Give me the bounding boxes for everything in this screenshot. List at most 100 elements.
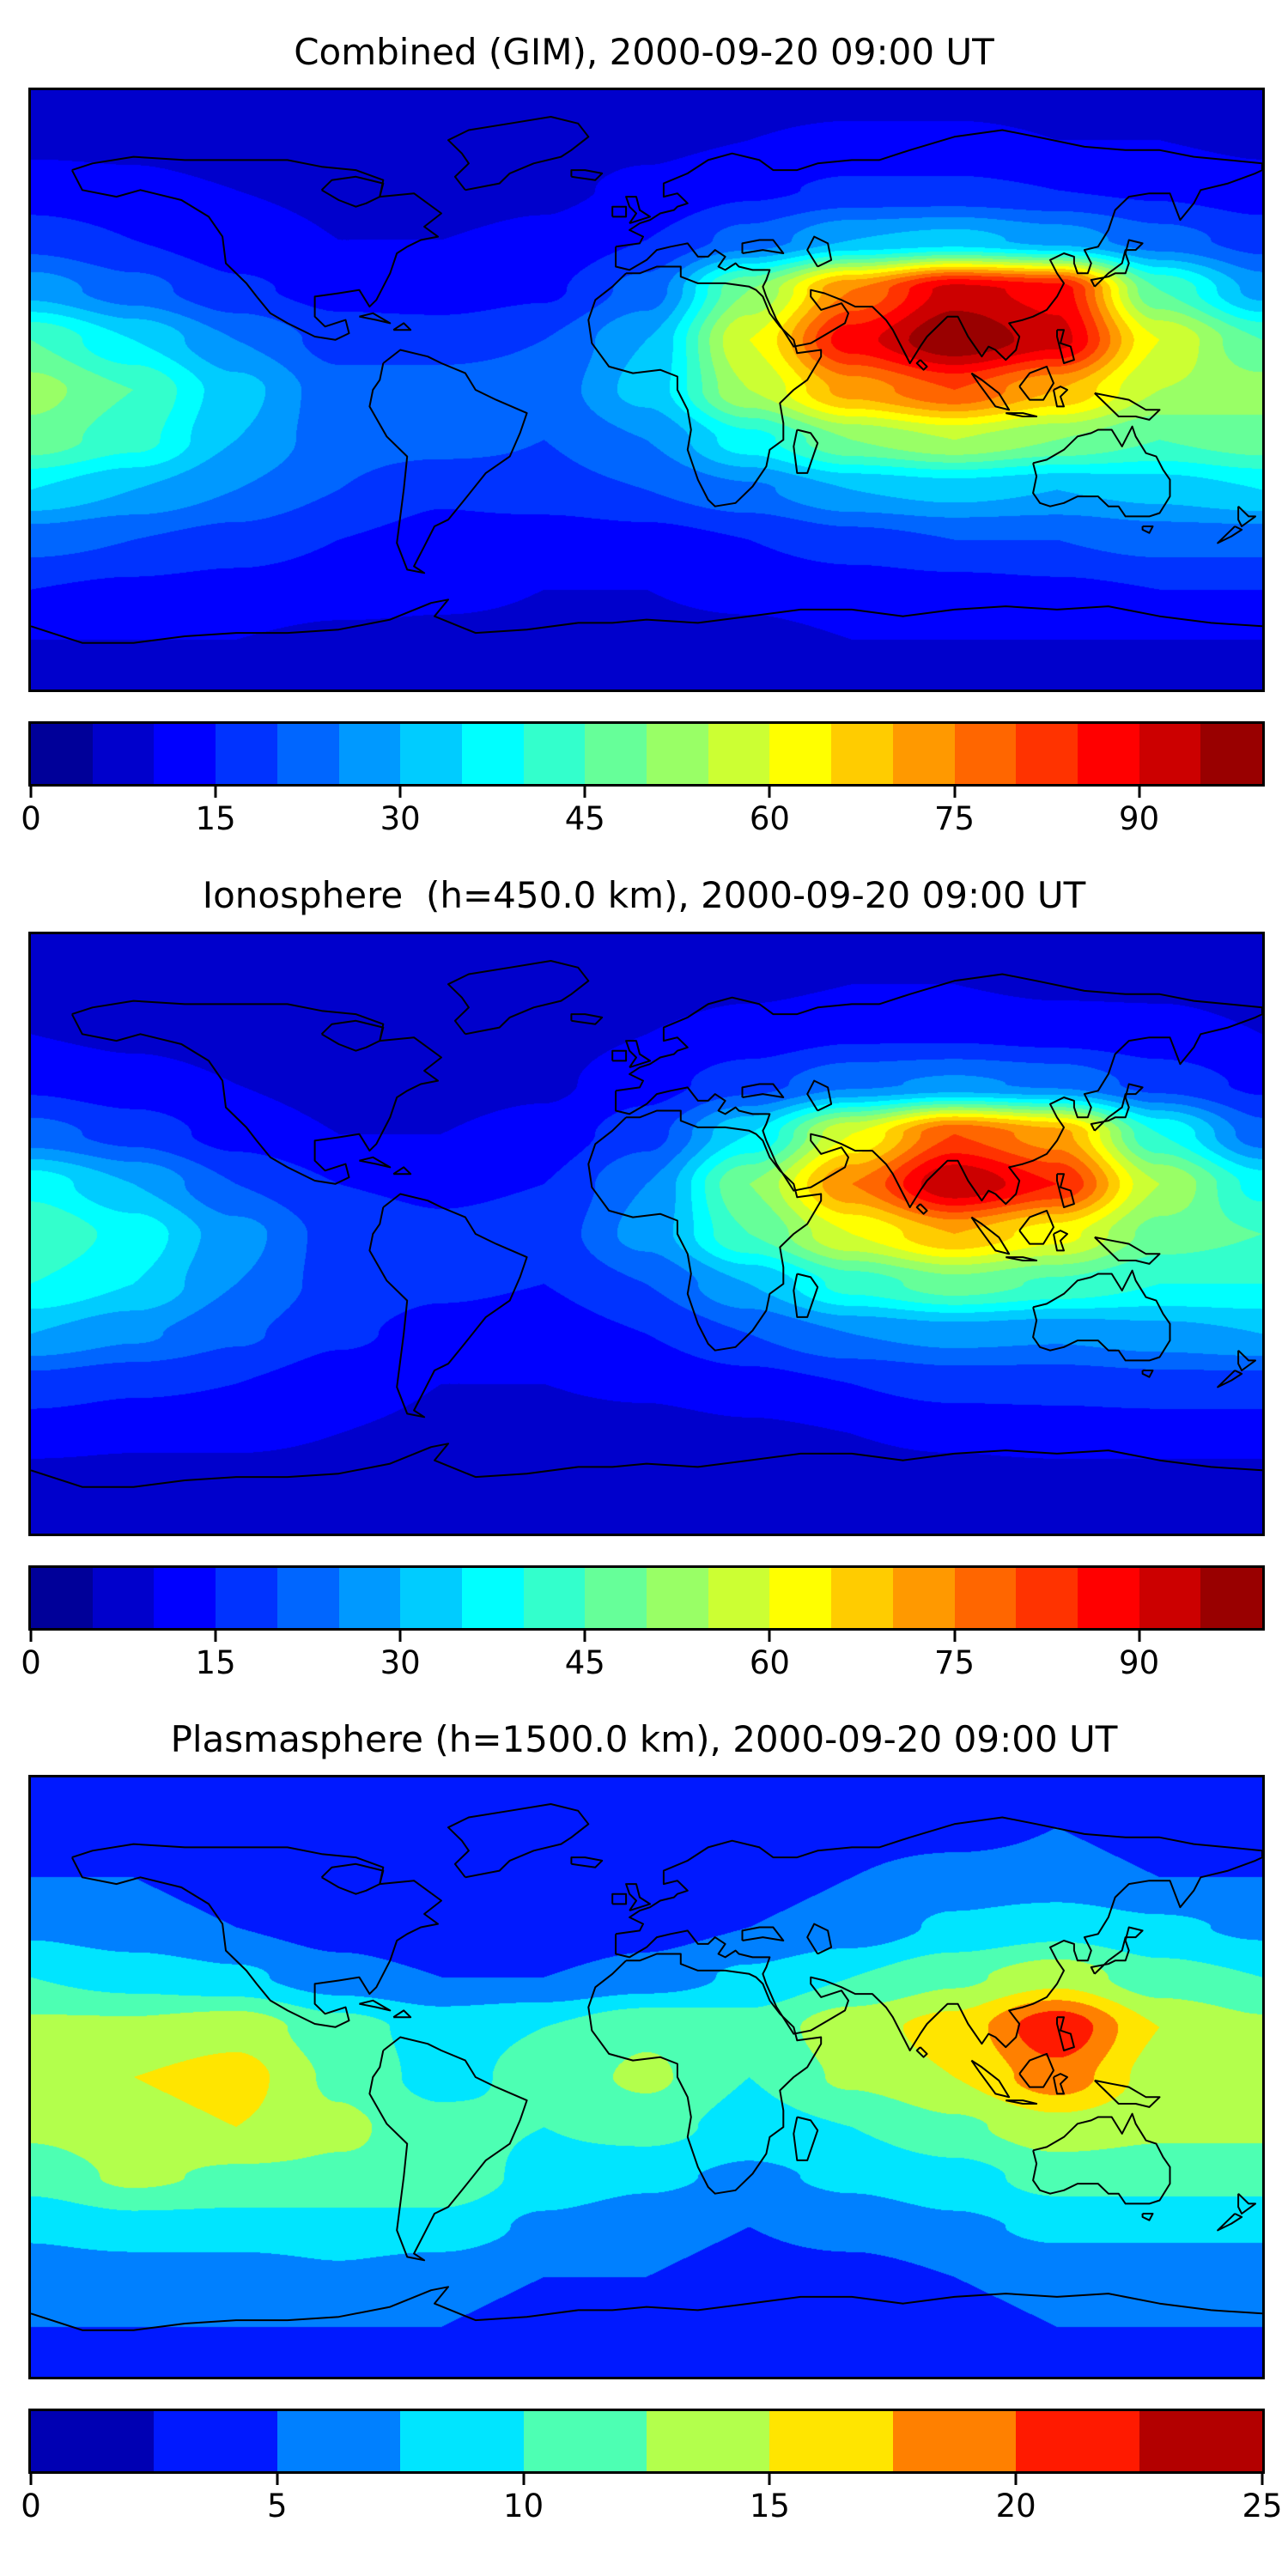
tick-mark bbox=[768, 1630, 771, 1642]
coastline bbox=[320, 1862, 385, 1895]
coastline bbox=[1237, 2193, 1256, 2215]
coastline bbox=[392, 322, 412, 331]
coastline bbox=[368, 1193, 528, 1419]
panel-combined: Combined (GIM), 2000-09-20 09:00 UT 0 15 3… bbox=[21, 5, 1265, 848]
colorbar-segment bbox=[892, 2411, 1017, 2472]
coastlines-overlay bbox=[31, 959, 1262, 1488]
combined-map bbox=[28, 88, 1265, 693]
coastline bbox=[1053, 2073, 1068, 2095]
colorbar-segment bbox=[400, 724, 462, 785]
coastline bbox=[359, 1156, 392, 1169]
coastline bbox=[1053, 386, 1068, 408]
colorbar-segment bbox=[523, 724, 586, 785]
coastline bbox=[615, 1816, 1262, 2052]
colorbar-segment bbox=[1016, 1567, 1078, 1628]
tick-label: 90 bbox=[1119, 1643, 1160, 1681]
colorbar-segment bbox=[1200, 1567, 1263, 1628]
colorbar-segment bbox=[338, 724, 401, 785]
tick-mark bbox=[398, 787, 402, 799]
coastline bbox=[1141, 2213, 1154, 2221]
coastline bbox=[806, 235, 833, 268]
tick-label: 90 bbox=[1119, 800, 1160, 838]
colorbar-segment bbox=[154, 1567, 216, 1628]
tick-label: 0 bbox=[21, 800, 41, 838]
colorbar-segment bbox=[954, 1567, 1017, 1628]
panel-ionosphere: Ionosphere (h=450.0 km), 2000-09-20 09:0… bbox=[21, 848, 1265, 1692]
tick-mark bbox=[953, 1630, 956, 1642]
coastline bbox=[1005, 2099, 1038, 2105]
colorbar-segment bbox=[338, 1567, 401, 1628]
coastline bbox=[915, 2046, 928, 2058]
tick-label: 75 bbox=[933, 800, 975, 838]
coastline bbox=[1005, 412, 1038, 418]
coastline bbox=[1032, 2112, 1171, 2205]
tick-mark bbox=[1138, 1630, 1141, 1642]
ionosphere-colorbar bbox=[28, 1564, 1265, 1631]
colorbar-segment bbox=[523, 2411, 647, 2472]
tick-mark bbox=[29, 2474, 33, 2486]
tick-mark bbox=[953, 787, 956, 799]
coastline bbox=[970, 373, 1011, 411]
combined-colorbar bbox=[28, 721, 1265, 787]
coastline bbox=[1056, 329, 1075, 365]
coastline bbox=[1018, 2053, 1054, 2088]
coastline bbox=[447, 959, 590, 1036]
ionosphere-map bbox=[28, 931, 1265, 1536]
colorbar-segment bbox=[585, 1567, 647, 1628]
coastline bbox=[31, 1443, 1262, 1488]
colorbar-segment bbox=[954, 724, 1017, 785]
coastlines-overlay bbox=[31, 116, 1262, 645]
coastline bbox=[1056, 1172, 1075, 1208]
coastline bbox=[793, 1273, 819, 1318]
tick-label: 10 bbox=[503, 2488, 544, 2525]
coastline bbox=[1094, 1236, 1161, 1265]
coastline bbox=[570, 169, 604, 182]
coastline bbox=[806, 1923, 833, 1955]
coastline bbox=[587, 1109, 823, 1352]
tick-label: 60 bbox=[749, 1643, 790, 1681]
tick-label: 20 bbox=[995, 2488, 1036, 2525]
colorbar-segment bbox=[523, 1567, 586, 1628]
coastline bbox=[1094, 392, 1161, 422]
tick-label: 25 bbox=[1242, 2488, 1283, 2525]
tick-mark bbox=[1261, 2474, 1264, 2486]
colorbar-segment bbox=[892, 1567, 955, 1628]
colorbar-segment bbox=[31, 724, 93, 785]
coastline bbox=[611, 206, 628, 218]
tick-label: 0 bbox=[21, 1643, 41, 1681]
tick-mark bbox=[768, 787, 771, 799]
tick-mark bbox=[583, 787, 586, 799]
coastline bbox=[447, 116, 590, 191]
coastline bbox=[368, 349, 528, 574]
colorbar-segment bbox=[1139, 1567, 1201, 1628]
coastline bbox=[392, 1166, 412, 1175]
colorbar-segment bbox=[831, 1567, 893, 1628]
coastline bbox=[1090, 1926, 1144, 1975]
coastline bbox=[1217, 1369, 1243, 1388]
colorbar-segment bbox=[1139, 2411, 1263, 2472]
coastline bbox=[615, 129, 1262, 365]
colorbar-segment bbox=[769, 1567, 832, 1628]
coastline bbox=[915, 359, 928, 372]
tick-label: 5 bbox=[267, 2488, 288, 2525]
colorbar-segment bbox=[400, 2411, 524, 2472]
tick-label: 15 bbox=[195, 1643, 236, 1681]
colorbar-segment bbox=[585, 724, 647, 785]
colorbar-segment bbox=[154, 724, 216, 785]
coastline bbox=[793, 2116, 819, 2162]
coastline bbox=[1090, 239, 1144, 288]
tick-label: 15 bbox=[749, 2488, 790, 2525]
tick-label: 75 bbox=[933, 1643, 975, 1681]
coastline bbox=[741, 239, 785, 255]
colorbar-segment bbox=[92, 724, 155, 785]
colorbar-segment bbox=[216, 724, 277, 785]
colorbar-segment bbox=[647, 724, 708, 785]
coastline bbox=[31, 598, 1262, 645]
colorbar-segment bbox=[31, 2411, 155, 2472]
tick-mark bbox=[214, 1630, 217, 1642]
colorbar-segment bbox=[216, 1567, 277, 1628]
panel-plasmasphere: Plasmasphere (h=1500.0 km), 2000-09-20 0… bbox=[21, 1692, 1282, 2536]
tick-mark bbox=[1014, 2474, 1018, 2486]
coastline bbox=[587, 1953, 823, 2195]
